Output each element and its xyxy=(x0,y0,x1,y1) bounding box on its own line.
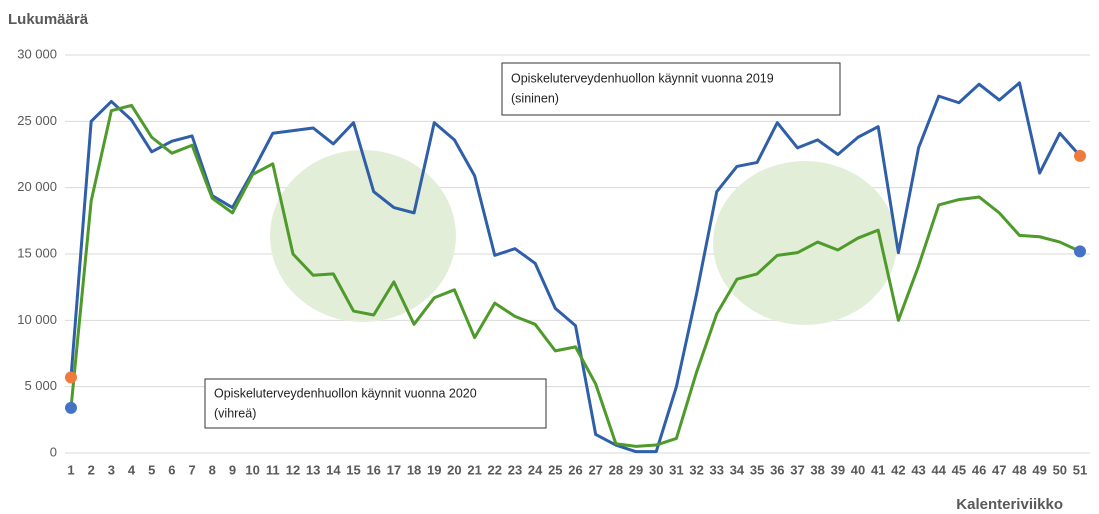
y-tick-label: 20 000 xyxy=(17,179,57,194)
x-tick-label: 30 xyxy=(649,462,663,477)
x-tick-label: 50 xyxy=(1053,462,1067,477)
y-tick-label: 5 000 xyxy=(24,378,57,393)
x-tick-label: 45 xyxy=(952,462,966,477)
x-tick-label: 43 xyxy=(911,462,925,477)
annotation-box xyxy=(501,62,841,116)
annotation: (sininen) xyxy=(511,91,559,105)
endpoint-marker xyxy=(1074,149,1086,162)
x-tick-label: 41 xyxy=(871,462,885,477)
x-tick-label: 26 xyxy=(568,462,582,477)
x-tick-label: 17 xyxy=(387,462,401,477)
x-tick-label: 3 xyxy=(108,462,115,477)
x-tick-label: 37 xyxy=(790,462,804,477)
x-tick-label: 28 xyxy=(609,462,623,477)
highlight-ellipse xyxy=(713,161,897,325)
x-tick-label: 14 xyxy=(326,462,341,477)
x-tick-label: 47 xyxy=(992,462,1006,477)
x-tick-label: 19 xyxy=(427,462,441,477)
x-tick-label: 1 xyxy=(67,462,74,477)
annotation: (vihreä) xyxy=(214,406,256,420)
x-tick-label: 13 xyxy=(306,462,320,477)
x-tick-label: 29 xyxy=(629,462,643,477)
x-tick-label: 32 xyxy=(689,462,703,477)
x-tick-label: 21 xyxy=(467,462,481,477)
x-tick-label: 24 xyxy=(528,462,543,477)
endpoint-marker xyxy=(65,371,77,384)
series-line xyxy=(69,81,1082,454)
x-tick-label: 11 xyxy=(266,462,280,477)
y-tick-label: 10 000 xyxy=(17,312,57,327)
x-tick-label: 38 xyxy=(810,462,824,477)
x-tick-label: 39 xyxy=(831,462,845,477)
x-tick-label: 22 xyxy=(488,462,502,477)
x-tick-label: 44 xyxy=(932,462,947,477)
lines xyxy=(65,81,1086,454)
x-tick-label: 7 xyxy=(188,462,195,477)
x-tick-label: 12 xyxy=(286,462,300,477)
x-tick-label: 35 xyxy=(750,462,764,477)
y-tick-label: 25 000 xyxy=(17,113,57,128)
x-tick-label: 20 xyxy=(447,462,461,477)
x-tick-label: 27 xyxy=(588,462,602,477)
annotation-box xyxy=(204,378,547,429)
x-tick-label: 6 xyxy=(168,462,175,477)
x-tick-label: 16 xyxy=(366,462,380,477)
x-tick-label: 10 xyxy=(245,462,259,477)
highlight-ellipse xyxy=(270,150,456,322)
x-tick-label: 2 xyxy=(88,462,95,477)
y-tick-label: 0 xyxy=(50,444,57,459)
annotation: Opiskeluterveydenhuollon käynnit vuonna … xyxy=(214,386,477,400)
endpoint-marker xyxy=(65,401,77,414)
y-tick-label: 30 000 xyxy=(17,46,57,61)
annotation: Opiskeluterveydenhuollon käynnit vuonna … xyxy=(511,71,774,85)
x-tick-label: 5 xyxy=(148,462,155,477)
x-tick-label: 18 xyxy=(407,462,421,477)
x-tick-label: 46 xyxy=(972,462,986,477)
x-axis-label: Kalenteriviikko xyxy=(956,496,1063,513)
x-tick-label: 40 xyxy=(851,462,865,477)
x-tick-label: 15 xyxy=(346,462,360,477)
x-tick-label: 42 xyxy=(891,462,905,477)
x-tick-label: 36 xyxy=(770,462,784,477)
chart-title: Lukumäärä xyxy=(8,11,89,28)
x-tick-label: 23 xyxy=(508,462,522,477)
series-line xyxy=(69,103,1081,448)
x-tick-label: 34 xyxy=(730,462,745,477)
x-tick-label: 31 xyxy=(669,462,683,477)
x-tick-label: 4 xyxy=(128,462,136,477)
endpoint-marker xyxy=(1074,245,1086,258)
x-tick-label: 8 xyxy=(209,462,216,477)
y-tick-label: 15 000 xyxy=(17,245,57,260)
x-tick-label: 51 xyxy=(1073,462,1087,477)
x-tick-label: 49 xyxy=(1032,462,1046,477)
x-tick-label: 33 xyxy=(710,462,724,477)
x-tick-label: 9 xyxy=(229,462,236,477)
x-tick-label: 48 xyxy=(1012,462,1026,477)
x-tick-label: 25 xyxy=(548,462,562,477)
